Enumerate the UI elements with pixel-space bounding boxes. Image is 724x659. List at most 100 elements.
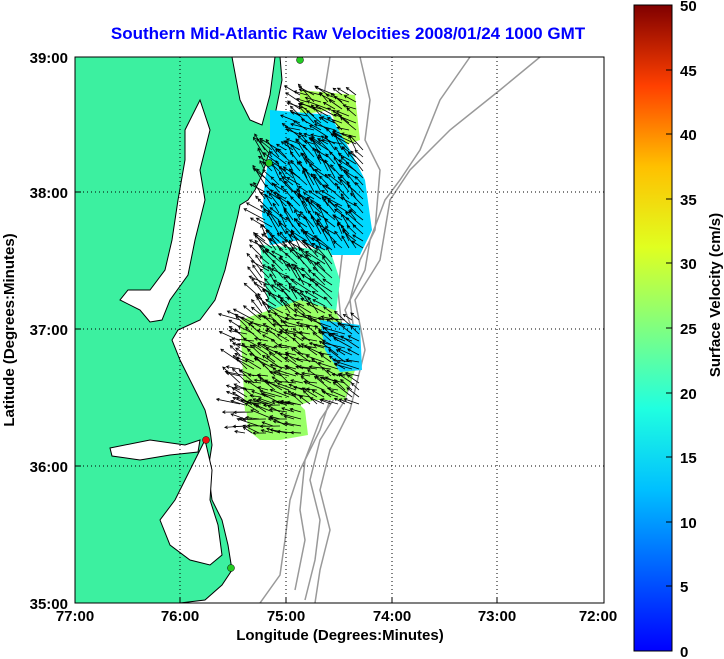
velocity-arrow: [232, 387, 248, 398]
velocity-arrowhead: [332, 129, 337, 134]
velocity-arrowhead: [297, 135, 302, 139]
velocity-arrow: [283, 415, 295, 420]
pamlico-sound: [159, 438, 223, 566]
velocity-arrowhead: [326, 197, 331, 202]
velocity-arrowhead: [263, 315, 267, 319]
velocity-arrow: [286, 138, 301, 145]
velocity-arrow: [337, 127, 350, 131]
velocity-arrowhead: [307, 347, 312, 351]
velocity-arrow: [253, 137, 266, 158]
velocity-arrowhead: [334, 230, 338, 235]
velocity-arrowhead: [351, 240, 356, 244]
velocity-arrow: [251, 299, 263, 314]
velocity-arrow: [350, 325, 360, 335]
velocity-arrowhead: [254, 294, 259, 298]
velocity-arrowhead: [301, 200, 306, 205]
velocity-arrowhead: [293, 120, 297, 124]
velocity-arrow: [322, 256, 333, 272]
velocity-arrowhead: [334, 146, 338, 151]
velocity-arrowhead: [336, 185, 341, 190]
velocity-arrowhead: [274, 312, 278, 316]
velocity-arrowhead: [232, 396, 237, 401]
velocity-arrowhead: [348, 135, 352, 139]
velocity-arrow: [312, 291, 326, 300]
velocity-arrow: [324, 219, 336, 228]
velocity-arrow: [308, 190, 322, 200]
velocity-arrowhead: [240, 399, 245, 403]
velocity-arrow: [314, 250, 326, 258]
velocity-arrow: [321, 116, 336, 124]
velocity-arrow: [234, 353, 255, 363]
velocity-arrowhead: [343, 169, 347, 173]
velocity-arrow: [249, 353, 269, 363]
velocity-arrow: [269, 273, 277, 286]
velocity-arrowhead: [242, 426, 247, 431]
velocity-arrowhead: [329, 317, 334, 321]
velocity-arrowhead: [250, 260, 255, 264]
velocity-arrow: [326, 94, 350, 103]
velocity-arrow: [259, 256, 270, 265]
velocity-arrowhead: [320, 315, 325, 319]
velocity-arrow: [330, 164, 343, 179]
velocity-arrowhead: [247, 322, 252, 327]
velocity-arrowhead: [265, 138, 270, 143]
velocity-arrowhead: [252, 344, 257, 348]
velocity-arrowhead: [312, 147, 316, 151]
velocity-arrow: [265, 299, 277, 307]
velocity-arrow: [284, 181, 301, 200]
velocity-arrowhead: [252, 264, 256, 269]
velocity-arrow: [222, 366, 241, 384]
velocity-arrow: [289, 168, 308, 186]
velocity-arrow: [325, 225, 336, 249]
velocity-arrowhead: [232, 342, 236, 346]
velocity-arrowhead: [272, 322, 276, 327]
velocity-arrow: [263, 232, 277, 251]
velocity-arrowhead: [293, 190, 298, 194]
velocity-arrowhead: [317, 361, 322, 366]
velocity-arrow: [304, 345, 318, 349]
velocity-arrowhead: [224, 425, 228, 429]
velocity-arrow: [334, 204, 350, 214]
velocity-arrow: [344, 95, 357, 103]
velocity-arrowhead: [262, 169, 266, 173]
velocity-arrowhead: [259, 137, 263, 142]
velocity-arrowhead: [259, 424, 264, 429]
velocity-arrow: [293, 393, 311, 398]
velocity-arrow: [334, 96, 350, 110]
velocity-arrowhead: [284, 180, 288, 185]
velocity-arrowhead: [298, 185, 302, 190]
velocity-arrow: [243, 426, 253, 434]
velocity-arrowhead: [261, 334, 266, 338]
velocity-arrowhead: [298, 194, 302, 199]
velocity-arrow: [257, 329, 269, 335]
velocity-arrow: [302, 387, 318, 398]
velocity-arrowhead: [307, 283, 312, 287]
velocity-arrow: [309, 366, 332, 370]
velocity-arrow: [254, 338, 269, 342]
velocity-arrowhead: [310, 133, 315, 137]
velocity-arrowhead: [287, 202, 292, 206]
velocity-arrow: [312, 273, 326, 286]
velocity-arrowhead: [302, 230, 307, 235]
velocity-arrowhead: [283, 244, 288, 248]
velocity-arrow: [250, 395, 262, 398]
velocity-arrowhead: [297, 255, 301, 260]
velocity-arrow: [323, 198, 336, 214]
velocity-arrowhead: [257, 147, 261, 152]
velocity-arrowhead: [295, 321, 300, 325]
velocity-arrowhead: [266, 228, 270, 233]
velocity-arrow: [346, 374, 360, 384]
velocity-arrowhead: [245, 326, 249, 331]
velocity-arrowhead: [297, 344, 301, 349]
velocity-arrowhead: [308, 341, 313, 346]
velocity-arrow: [313, 176, 322, 186]
velocity-arrow: [280, 297, 291, 307]
velocity-arrowhead: [248, 398, 253, 403]
velocity-arrowhead: [352, 224, 357, 228]
velocity-arrowhead: [247, 373, 252, 377]
velocity-arrow: [310, 215, 322, 235]
velocity-arrowhead: [253, 378, 258, 383]
velocity-arrowhead: [332, 109, 337, 114]
velocity-arrow: [330, 390, 346, 398]
velocity-arrow: [301, 267, 312, 279]
